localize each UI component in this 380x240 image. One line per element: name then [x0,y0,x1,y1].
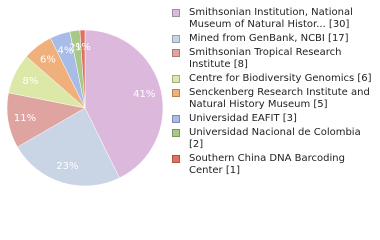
legend-item: Senckenberg Research Institute and Natur… [172,87,377,111]
legend-swatch [172,49,180,57]
legend: Smithsonian Institution, National Museum… [172,7,377,179]
legend-item: Smithsonian Tropical Research Institute … [172,47,377,71]
slice-label: 23% [56,161,78,172]
legend-label: Universidad EAFIT [3] [189,113,297,124]
legend-swatch [172,75,180,83]
legend-swatch [172,115,180,123]
slice-label: 11% [14,113,36,124]
slice-label: 41% [133,89,155,100]
slice-label: 8% [22,76,38,87]
pie: 41% 23% 11% 8%6%4%2%1% [6,29,164,187]
legend-item: Mined from GenBank, NCBI [17] [172,33,377,45]
legend-label: Smithsonian Institution, National Museum… [189,7,353,30]
slice-label: 1% [75,42,91,53]
legend-swatch [172,89,180,97]
legend-swatch [172,155,180,163]
slice-label: 4% [58,45,74,56]
legend-label: Senckenberg Research Institute and Natur… [189,87,370,110]
legend-swatch [172,9,180,17]
legend-label: Southern China DNA Barcoding Center [1] [189,153,345,176]
legend-item: Centre for Biodiversity Genomics [6] [172,73,377,85]
pie-slice [17,107,120,187]
legend-label: Mined from GenBank, NCBI [17] [189,33,349,44]
legend-item: Universidad EAFIT [3] [172,113,377,125]
legend-item: Smithsonian Institution, National Museum… [172,7,377,31]
slice-label: 6% [40,55,56,66]
legend-label: Smithsonian Tropical Research Institute … [189,47,342,70]
pie-slice [79,29,86,109]
slice-label: 2% [69,43,85,54]
legend-swatch [172,35,180,43]
legend-item: Southern China DNA Barcoding Center [1] [172,153,377,177]
pie-slice [84,29,164,179]
legend-swatch [172,129,180,137]
legend-item: Universidad Nacional de Colombia [2] [172,127,377,151]
legend-label: Universidad Nacional de Colombia [2] [189,127,361,150]
legend-label: Centre for Biodiversity Genomics [6] [189,73,372,84]
